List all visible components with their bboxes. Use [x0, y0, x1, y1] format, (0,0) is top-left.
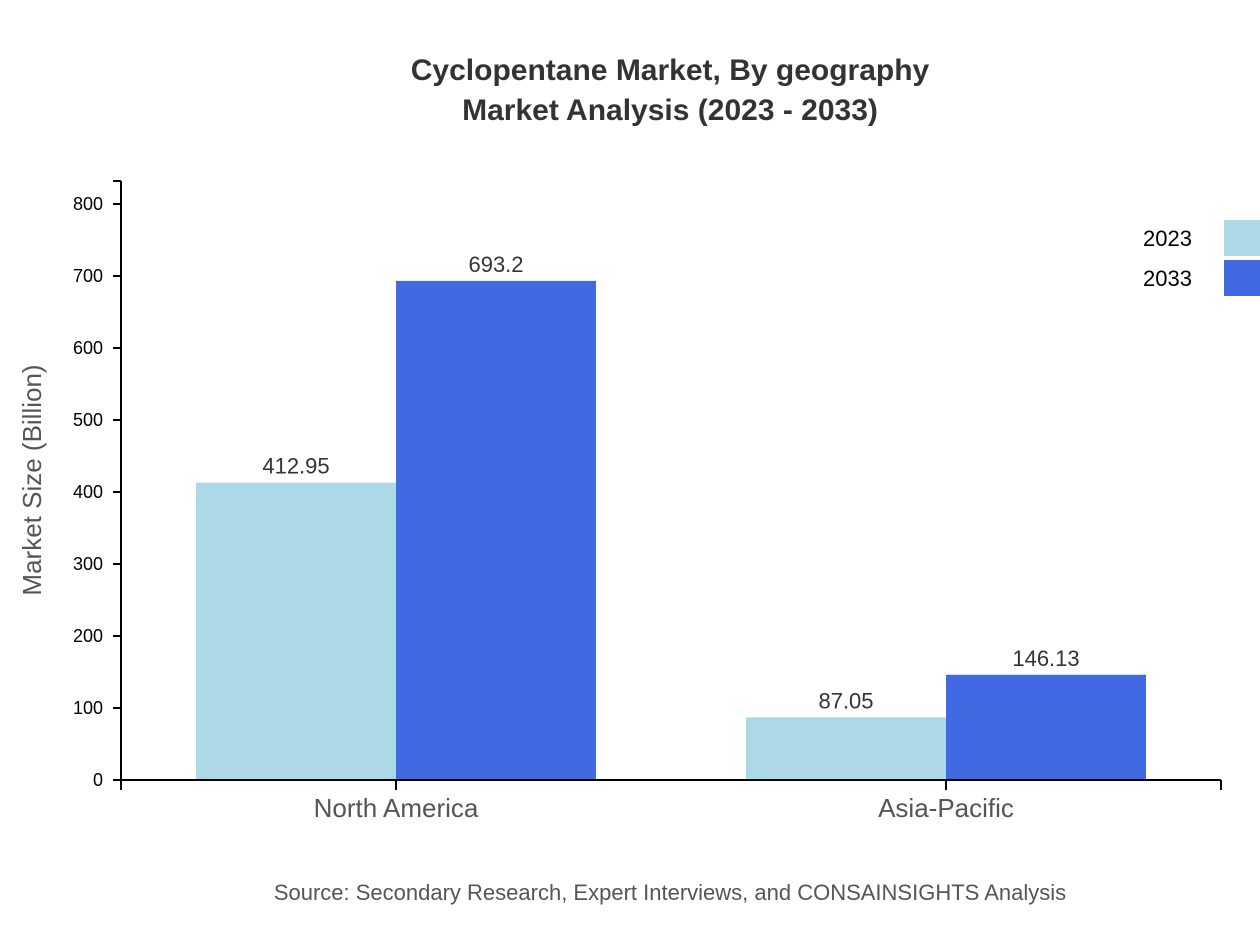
y-tick-label: 100 — [73, 698, 103, 718]
data-label: 412.95 — [262, 454, 329, 479]
legend-swatch-2023 — [1224, 220, 1260, 256]
legend-label: 2033 — [1143, 266, 1192, 291]
y-tick-label: 800 — [73, 194, 103, 214]
y-tick-label: 500 — [73, 410, 103, 430]
x-tick-label: North America — [314, 793, 479, 823]
y-axis-label: Market Size (Billion) — [17, 364, 47, 595]
data-label: 693.2 — [468, 252, 523, 277]
y-tick-label: 300 — [73, 554, 103, 574]
bar-2023 — [196, 482, 396, 780]
data-label: 87.05 — [818, 688, 873, 713]
chart-title: Cyclopentane Market, By geography — [411, 54, 930, 87]
bar-2033 — [946, 674, 1146, 780]
bar-2023 — [746, 717, 946, 780]
chart-subtitle: Market Analysis (2023 - 2033) — [462, 94, 878, 127]
y-tick-label: 700 — [73, 266, 103, 286]
legend-label: 2023 — [1143, 226, 1192, 251]
legend-swatch-2033 — [1224, 260, 1260, 296]
y-tick-label: 200 — [73, 626, 103, 646]
source-note: Source: Secondary Research, Expert Inter… — [274, 880, 1066, 905]
y-tick-label: 0 — [93, 770, 103, 790]
data-label: 146.13 — [1012, 646, 1079, 671]
bar-2033 — [396, 280, 596, 780]
y-tick-label: 400 — [73, 482, 103, 502]
x-tick-label: Asia-Pacific — [878, 793, 1014, 823]
y-tick-label: 600 — [73, 338, 103, 358]
